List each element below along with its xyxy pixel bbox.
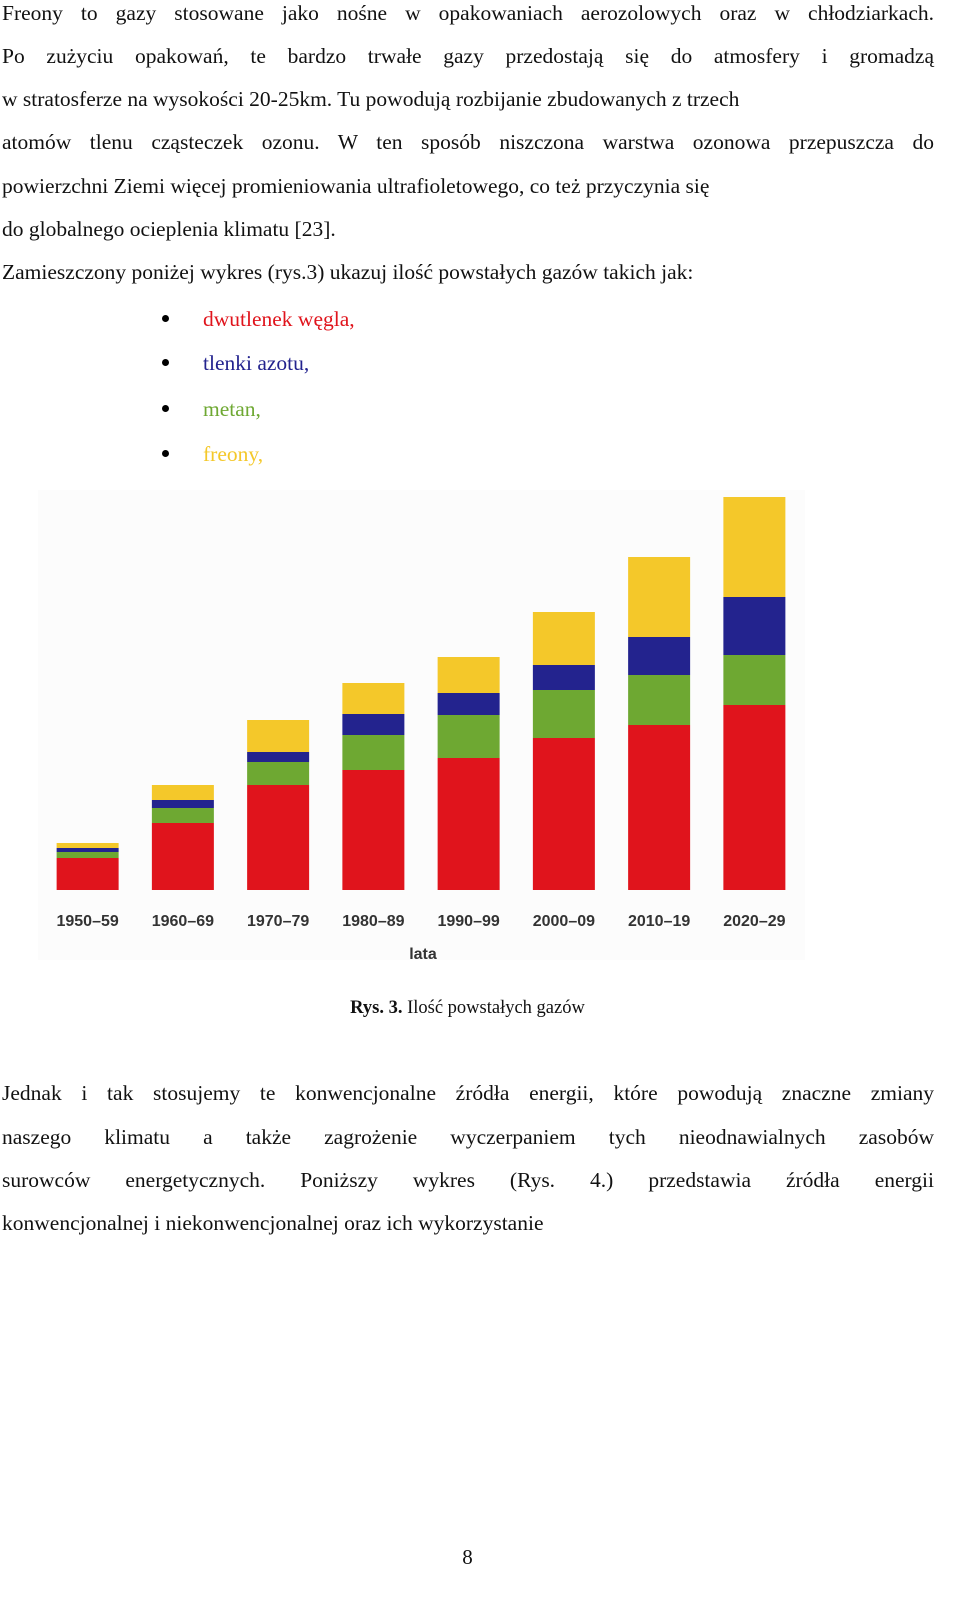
- bar-segment: [56, 843, 119, 848]
- bar-segment: [247, 752, 310, 762]
- x-tick-label: 1950–59: [56, 913, 118, 930]
- bar-segment: [723, 497, 786, 597]
- chart: lata 1950–59 1960–69 1970–79 1980–89 1990–99…: [38, 490, 805, 963]
- text-line: Zamieszczony poniżej wykres (rys.3) ukaz…: [2, 260, 694, 284]
- text-line: powierzchni Ziemi więcej promieniowania …: [2, 174, 710, 198]
- bar-segment: [342, 714, 405, 735]
- bar-segment: [151, 808, 214, 823]
- bar-segment: [56, 848, 119, 852]
- bar-segment: [342, 683, 405, 714]
- text-line: naszego klimatu a także zagrożenie wycze…: [2, 1125, 934, 1149]
- bar-segment: [342, 735, 405, 770]
- bar-segment: [342, 770, 405, 890]
- bar-segment: [437, 758, 500, 890]
- text-line: Jednak i tak stosujemy te konwencjonalne…: [2, 1081, 934, 1105]
- bar-segment: [56, 858, 119, 890]
- bar-segment: [532, 665, 595, 690]
- text-line: surowców energetycznych. Poniższy wykres…: [2, 1168, 934, 1192]
- bar-segment: [151, 785, 214, 800]
- text-line: w stratosferze na wysokości 20-25km. Tu …: [2, 87, 740, 111]
- bar-segment: [247, 720, 310, 752]
- x-tick-label: 1960–69: [152, 913, 214, 930]
- bar-segment: [247, 785, 310, 890]
- bar-segment: [151, 800, 214, 808]
- bar-segment: [532, 738, 595, 890]
- caption-text: Ilość powstałych gazów: [407, 998, 585, 1018]
- page-number: 8: [462, 1545, 473, 1569]
- x-tick-label: 1970–79: [247, 913, 309, 930]
- text-line: konwencjonalnej i niekonwencjonalnej ora…: [2, 1211, 544, 1235]
- bar-segment: [532, 690, 595, 738]
- text-line: Po zużyciu opakowań, te bardzo trwałe ga…: [2, 44, 934, 68]
- list-text: dwutlenek węgla,: [203, 307, 355, 331]
- bar-segment: [437, 693, 500, 715]
- bar-segment: [56, 852, 119, 858]
- bar-segment: [628, 637, 691, 675]
- x-tick-label: 2000–09: [533, 913, 595, 930]
- bar-segment: [723, 597, 786, 655]
- bar-segment: [151, 823, 214, 890]
- bar-segment: [628, 675, 691, 725]
- list-text: metan,: [203, 397, 261, 421]
- caption: Rys. 3. Ilość powstałych gazów: [0, 998, 935, 1019]
- bar-segment: [437, 715, 500, 758]
- x-axis-label: lata: [409, 946, 437, 963]
- text-line: Freony to gazy stosowane jako nośne w op…: [2, 1, 934, 25]
- x-tick-label: 2010–19: [628, 913, 690, 930]
- list-text: freony,: [203, 442, 264, 466]
- bar-segment: [628, 557, 691, 637]
- bar-segment: [723, 705, 786, 890]
- bar-segment: [247, 762, 310, 785]
- bar-segment: [628, 725, 691, 890]
- bar-segment: [723, 655, 786, 705]
- text-line: atomów tlenu cząsteczek ozonu. W ten spo…: [2, 130, 934, 154]
- x-tick-label: 1980–89: [342, 913, 404, 930]
- x-tick-label: 2020–29: [723, 913, 785, 930]
- caption-label: Rys. 3.: [350, 998, 403, 1018]
- text-line: do globalnego ocieplenia klimatu [23].: [2, 217, 336, 241]
- list-text: tlenki azotu,: [203, 351, 310, 375]
- x-tick-label: 1990–99: [437, 913, 499, 930]
- bar-segment: [437, 657, 500, 693]
- bar-segment: [532, 612, 595, 665]
